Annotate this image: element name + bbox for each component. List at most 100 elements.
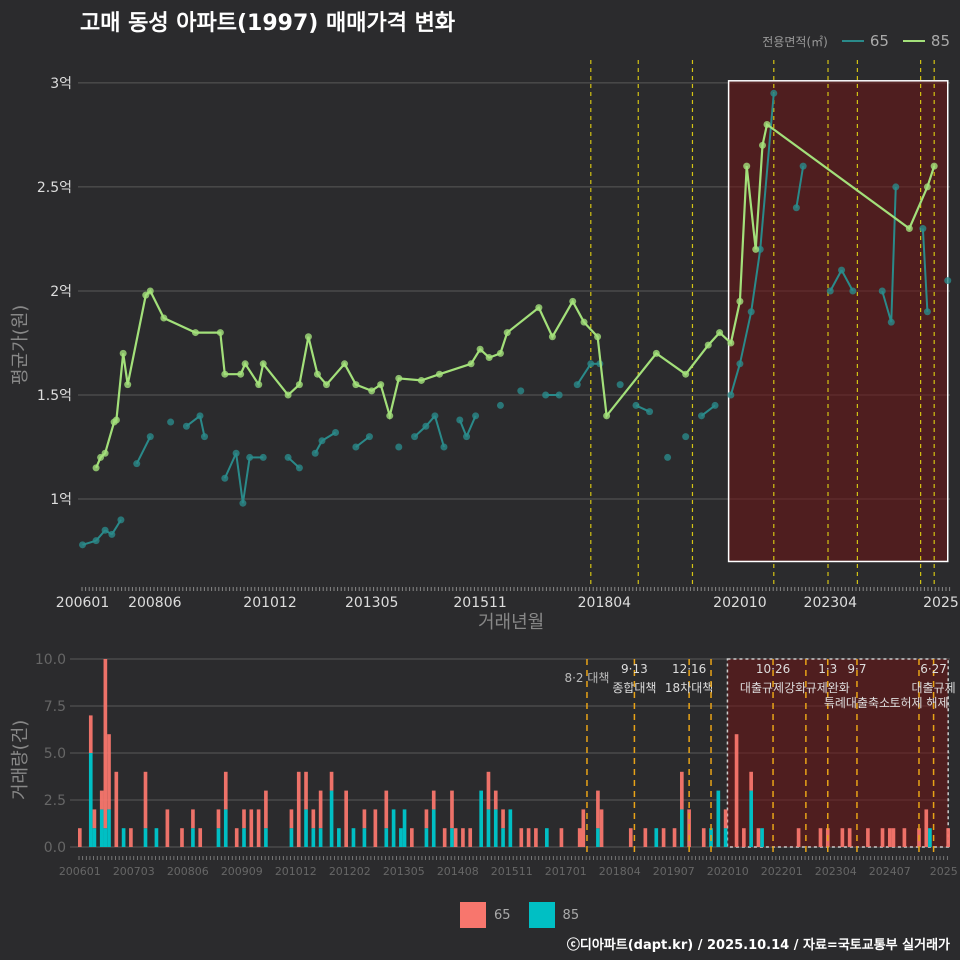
bar-85 [318,828,323,847]
bar-85 [329,790,334,847]
bar-85 [654,828,659,847]
bar-65 [264,790,268,829]
data-point-65 [892,183,900,191]
data-point-85 [652,349,660,357]
series-segment-65 [840,269,854,292]
bar-legend-label-85: 85 [562,907,580,923]
policy-date: 10·26 [756,662,790,676]
bar-65 [296,771,301,847]
bar-85 [501,828,505,847]
y-tick-label: 7.5 [44,699,66,715]
bar-65 [216,809,221,829]
data-point-65 [542,391,550,399]
data-point-85 [594,333,602,341]
bar-65 [818,828,823,847]
data-point-85 [503,329,511,337]
data-point-85 [160,314,168,322]
bar-65 [410,828,414,847]
data-point-65 [944,277,952,285]
data-point-65 [727,391,735,399]
data-point-85 [97,453,105,461]
data-point-85 [535,304,543,312]
x-tick-label: 202201 [761,865,803,878]
bar-85 [304,809,308,847]
data-point-85 [727,339,735,347]
data-point-65 [698,412,706,420]
x-tick-label: 201305 [345,595,398,611]
series-segment-65 [235,453,244,504]
data-point-65 [259,453,267,461]
bar-65 [596,790,600,829]
data-point-85 [124,381,132,389]
bar-85 [399,828,403,847]
x-tick-label: 201012 [275,865,317,878]
series-segment-65 [576,363,592,386]
series-segment-65 [223,452,238,479]
data-point-65 [496,401,504,409]
data-point-65 [167,418,175,426]
bar-85 [723,828,728,847]
bar-85 [716,790,721,847]
policy-date: 12·16 [672,662,706,676]
bar-65 [501,809,505,829]
data-point-85 [237,370,245,378]
data-point-65 [92,537,100,545]
policy-label: 토허제 해제 [889,696,948,710]
data-point-65 [472,412,480,420]
chart-title: 고매 동성 아파트(1997) 매매가격 변화 [80,11,456,36]
bar-85 [402,809,407,847]
data-point-65 [616,381,624,389]
data-point-65 [573,381,581,389]
bar-65 [723,809,728,829]
data-point-85 [736,297,744,305]
data-point-65 [646,408,654,416]
line-legend: 전용면적(㎡) 65 85 [762,32,950,50]
bar-85 [928,828,932,847]
series-segment-65 [729,363,741,396]
bar-65 [442,828,447,847]
bar-85 [88,753,93,847]
bar-65 [373,809,378,847]
data-point-85 [930,162,938,170]
bar-85 [450,828,454,847]
x-tick-label: 201305 [383,865,425,878]
data-point-85 [191,329,199,337]
x-tick-label: 202010 [707,865,749,878]
legend-swatch-65 [841,40,864,42]
bar-65 [891,828,896,847]
bar-85 [493,809,498,847]
data-point-85 [923,183,931,191]
data-point-85 [743,162,751,170]
data-point-65 [587,360,595,368]
data-point-85 [395,374,403,382]
bar-65 [461,828,465,847]
x-tick-label: 200703 [113,865,155,878]
bar-65 [289,809,294,829]
x-tick-label: 201202 [329,865,371,878]
bar-85 [351,828,356,847]
data-point-65 [422,422,430,430]
data-point-85 [485,354,493,362]
bar-65 [628,828,633,847]
bar-85 [92,828,97,847]
data-point-65 [849,287,857,295]
data-point-65 [919,225,927,233]
series-segment-65 [433,415,445,448]
policy-label: 대출규제강화 [740,681,806,695]
series-segment-65 [465,415,477,438]
bar-65 [165,809,170,847]
x-tick-label: 201511 [453,595,506,611]
x-tick-label: 201408 [437,865,479,878]
data-point-85 [580,318,588,326]
data-point-65 [736,360,744,368]
bar-65 [107,734,111,810]
x-tick-label: 201907 [653,865,695,878]
data-point-85 [255,381,263,389]
bar-65 [344,790,348,847]
data-point-85 [322,381,330,389]
legend-swatch-85 [902,40,925,42]
data-point-65 [411,433,419,441]
x-tick-label: 2025 [930,865,958,878]
data-point-65 [838,266,846,274]
series-segment-65 [738,311,753,365]
